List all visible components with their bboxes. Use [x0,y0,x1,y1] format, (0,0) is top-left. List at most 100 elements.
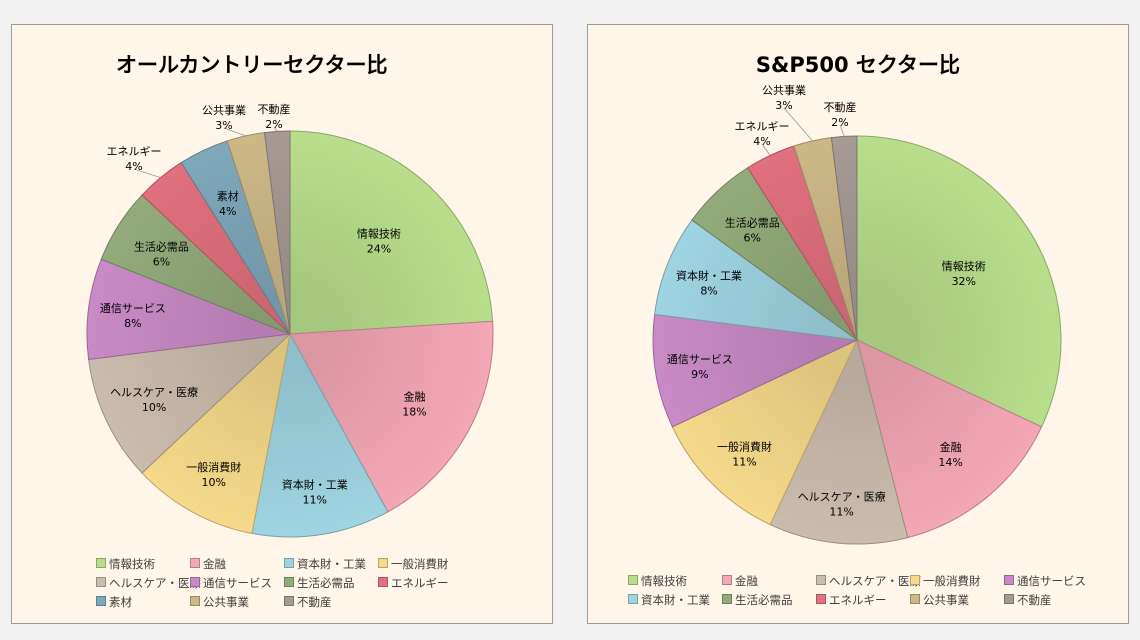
slice-label-name: エネルギー [107,145,162,158]
leader-line [783,107,813,142]
leader-line [761,143,771,156]
slice-label-percent: 3% [775,99,792,112]
legend-label: 金融 [735,574,758,588]
legend-label: エネルギー [391,576,449,590]
slice-label-name: 通信サービス [667,353,733,366]
slice-label-percent: 6% [153,255,170,268]
chart-title: S&P500 セクター比 [755,53,961,77]
slice-label-percent: 10% [142,401,166,414]
slice-label-name: 生活必需品 [725,215,780,229]
legend-item: エネルギー [378,575,449,591]
legend-item: 金融 [190,556,226,572]
slice-label-percent: 11% [829,505,853,518]
legend-label: 生活必需品 [297,576,355,590]
legend-item: 不動産 [1004,592,1052,608]
legend-swatch [628,594,638,604]
legend-label: 資本財・工業 [641,593,710,607]
slice-label-name: 一般消費財 [186,460,241,474]
slice-label-name: 情報技術 [357,227,401,240]
legend-label: 情報技術 [109,557,155,571]
legend-swatch [96,577,106,587]
pie-slice-1 [289,130,494,335]
leader-line [223,127,246,137]
slice-label-name: 不動産 [258,102,291,116]
legend-label: 不動産 [1017,593,1052,607]
slice-label-name: エネルギー [735,120,790,133]
legend-swatch [722,594,732,604]
legend-item: 資本財・工業 [628,592,710,608]
slice-label-percent: 4% [753,135,770,148]
pie-slice-11 [263,130,291,335]
slice-label-percent: 3% [215,119,232,132]
legend-label: 公共事業 [923,593,969,607]
legend-item: 情報技術 [96,556,155,572]
legend-label: 通信サービス [203,576,272,590]
legend-label: 一般消費財 [923,574,981,588]
chart-title: オールカントリーセクター比 [116,53,388,77]
slice-label-percent: 11% [732,456,756,469]
slice-label-percent: 8% [700,284,717,297]
pie-slice-10 [830,135,858,341]
pie-slice-1 [856,135,1062,428]
legend-item: 通信サービス [190,575,272,591]
pie-slice-3 [769,338,909,545]
legend-swatch [284,577,294,587]
legend-label: 一般消費財 [391,557,449,571]
legend-item: 情報技術 [628,573,687,589]
legend-item: ヘルスケア・医療 [816,573,921,589]
slice-label-name: 公共事業 [202,104,246,117]
slice-label-name: 一般消費財 [717,440,772,454]
legend-swatch [816,594,826,604]
legend-item: 資本財・工業 [284,556,366,572]
legend-swatch [378,558,388,568]
legend-label: 公共事業 [203,595,249,609]
legend-item: エネルギー [816,592,887,608]
sp500-pie: 情報技術 32% 金融 14% ヘルスケア・医療 11% 一般消費財 11% 通信サービス 9% 資… [652,84,1062,545]
slice-label-name: 資本財・工業 [282,477,348,491]
legend-swatch [96,558,106,568]
pie-slice-3 [251,332,389,538]
legend-item: 不動産 [284,594,332,610]
pie-slice-4 [671,338,859,526]
legend-swatch [284,596,294,606]
slice-label-name: 資本財・工業 [676,268,742,282]
pie-slice-2 [856,339,1043,539]
legend-swatch [910,594,920,604]
slice-label-percent: 11% [303,493,327,506]
slice-label-name: 素材 [217,189,239,203]
legend-item: 生活必需品 [722,592,793,608]
legend-swatch [628,575,638,585]
legend-swatch [1004,594,1014,604]
slice-label-name: 金融 [404,389,426,403]
pie-slice-5 [88,333,292,474]
slice-label-name: ヘルスケア・医療 [798,489,886,503]
legend-label: ヘルスケア・医療 [829,574,921,588]
all-country-chart-panel: オールカントリーセクター比 情報技術 24% 金融 18% 資本財・工業 11% 一般消費財… [11,24,553,624]
slice-label-percent: 8% [124,317,141,330]
leader-line [133,168,161,178]
legend-swatch [816,575,826,585]
legend-swatch [284,558,294,568]
legend-swatch [96,596,106,606]
slice-label-percent: 9% [691,368,708,381]
leader-line [839,124,845,137]
legend-item: 素材 [96,594,132,610]
slice-label-percent: 24% [367,242,391,255]
pie-slice-5 [652,313,859,428]
slice-label-name: ヘルスケア・医療 [110,385,198,399]
legend-item: 金融 [722,573,758,589]
slice-label-name: 金融 [940,440,962,454]
pie-slice-2 [289,320,494,513]
slice-label-name: 公共事業 [762,84,806,97]
legend-label: 生活必需品 [735,593,793,607]
legend-swatch [378,577,388,587]
pie-slice-6 [86,258,291,361]
slice-label-percent: 2% [831,116,848,129]
slice-label-percent: 4% [219,205,236,218]
sp500-chart-panel: S&P500 セクター比 情報技術 32% 金融 14% ヘルスケア・医療 11% 一般消費… [587,24,1129,624]
slice-label-name: 情報技術 [942,260,986,273]
legend-swatch [722,575,732,585]
legend-item: 公共事業 [910,592,969,608]
legend-swatch [910,575,920,585]
legend-label: 素材 [109,595,132,609]
